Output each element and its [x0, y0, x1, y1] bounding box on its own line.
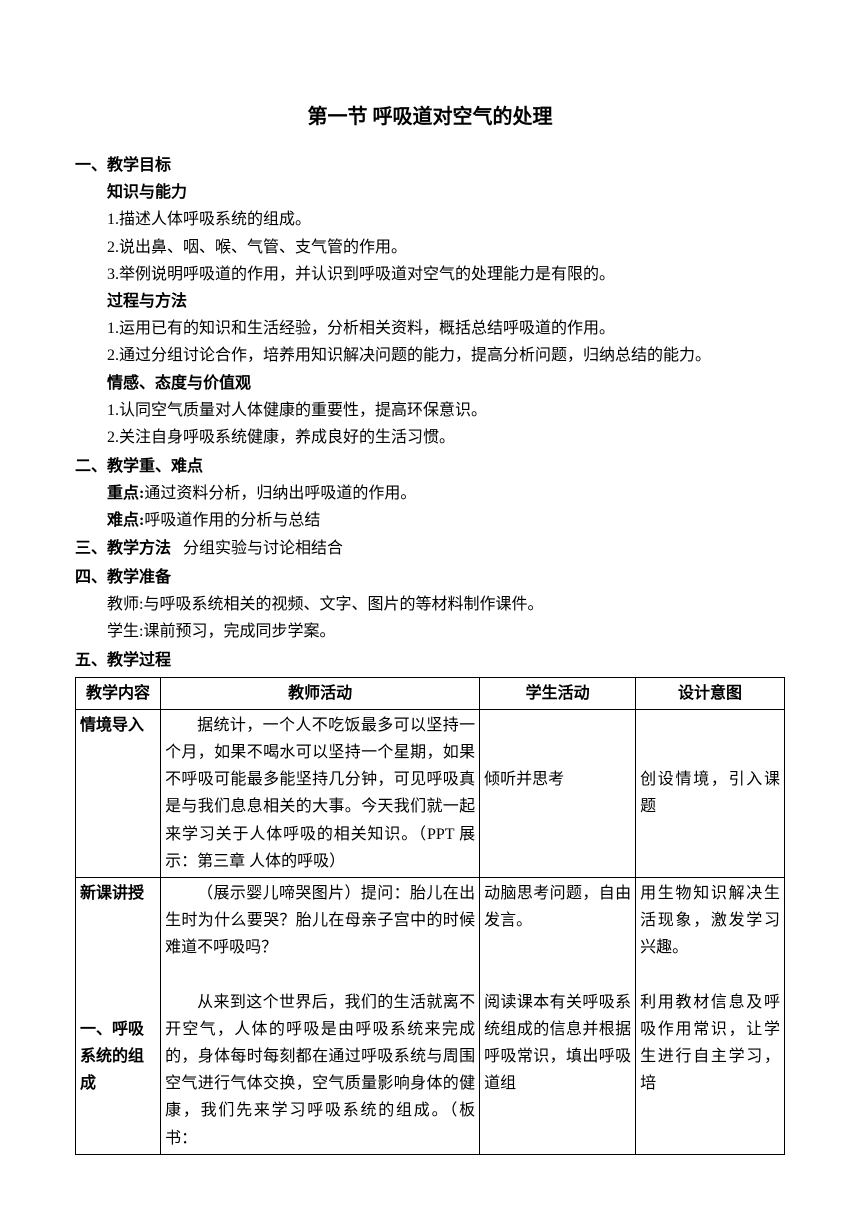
row-2-col-2: （展示婴儿啼哭图片）提问：胎儿在出生时为什么要哭？胎儿在母亲子宫中的时候难道不呼…: [161, 877, 480, 1154]
row-1-col-2: 据统计，一个人不吃饭最多可以坚持一个月，如果不喝水可以坚持一个星期，如果不呼吸可…: [161, 709, 480, 877]
table-row-2: 新课讲授 一、呼吸系统的组成 （展示婴儿啼哭图片）提问：胎儿在出生时为什么要哭？…: [76, 877, 785, 1154]
row-2-col-1-b: 一、呼吸系统的组成: [80, 1021, 144, 1092]
row-2-col-2-para-b: 从来到这个世界后，我们的生活就离不开空气，人体的呼吸是由呼吸系统来完成的，身体每…: [165, 989, 475, 1152]
row-2-col-3-b: 阅读课本有关呼吸系统组成的信息并根据呼吸常识，填出呼吸道组: [484, 994, 631, 1093]
row-2-col-3-a: 动脑思考问题，自由发言。: [484, 885, 631, 929]
row-1-col-4-text: 创设情境，引入课题: [640, 771, 780, 815]
row-1-col-2-para: 据统计，一个人不吃饭最多可以坚持一个月，如果不喝水可以坚持一个星期，如果不呼吸可…: [165, 712, 475, 875]
row-1-col-4: 创设情境，引入课题: [636, 709, 785, 877]
section-2-line-2: 难点:呼吸道作用的分析与总结: [75, 507, 785, 534]
section-4-line-1: 教师:与呼吸系统相关的视频、文字、图片的等材料制作课件。: [75, 591, 785, 618]
section-3: 三、教学方法 分组实验与讨论相结合: [75, 535, 785, 562]
row-2-col-1: 新课讲授 一、呼吸系统的组成: [76, 877, 161, 1154]
sub-1-1-item-2: 2.说出鼻、咽、喉、气管、支气管的作用。: [75, 234, 785, 261]
sub-1-3-item-1: 1.认同空气质量对人体健康的重要性，提高环保意识。: [75, 397, 785, 424]
section-3-text: 分组实验与讨论相结合: [183, 540, 343, 557]
document-title: 第一节 呼吸道对空气的处理: [75, 100, 785, 134]
section-2-heading: 二、教学重、难点: [75, 453, 785, 480]
section-5-heading: 五、教学过程: [75, 647, 785, 674]
table-row-1: 情境导入 据统计，一个人不吃饭最多可以坚持一个月，如果不喝水可以坚持一个星期，如…: [76, 709, 785, 877]
section-2-label-2: 难点:: [107, 512, 144, 529]
table-header-2: 教师活动: [161, 677, 480, 709]
row-2-col-4: 用生物知识解决生活现象，激发学习兴趣。 利用教材信息及呼吸作用常识，让学生进行自…: [636, 877, 785, 1154]
section-1-heading: 一、教学目标: [75, 152, 785, 179]
sub-1-1-item-3: 3.举例说明呼吸道的作用，并认识到呼吸道对空气的处理能力是有限的。: [75, 261, 785, 288]
row-2-col-4-a: 用生物知识解决生活现象，激发学习兴趣。: [640, 885, 780, 956]
row-1-col-3-text: 倾听并思考: [484, 771, 564, 788]
row-1-col-1: 情境导入: [76, 709, 161, 877]
sub-1-2-item-2: 2.通过分组讨论合作，培养用知识解决问题的能力，提高分析问题，归纳总结的能力。: [75, 342, 785, 369]
sub-1-3-item-2: 2.关注自身呼吸系统健康，养成良好的生活习惯。: [75, 424, 785, 451]
sub-1-2-title: 过程与方法: [75, 288, 785, 315]
table-header-4: 设计意图: [636, 677, 785, 709]
section-2-line-1: 重点:通过资料分析，归纳出呼吸道的作用。: [75, 480, 785, 507]
table-header-3: 学生活动: [480, 677, 636, 709]
sub-1-1-title: 知识与能力: [75, 179, 785, 206]
section-2-label-1: 重点:: [107, 485, 144, 502]
row-2-col-2-para-a: （展示婴儿啼哭图片）提问：胎儿在出生时为什么要哭？胎儿在母亲子宫中的时候难道不呼…: [165, 880, 475, 962]
sub-1-1-item-1: 1.描述人体呼吸系统的组成。: [75, 206, 785, 233]
table-header-row: 教学内容 教师活动 学生活动 设计意图: [76, 677, 785, 709]
row-2-col-1-a: 新课讲授: [80, 885, 144, 902]
section-4-line-2: 学生:课前预习，完成同步学案。: [75, 618, 785, 645]
teaching-process-table: 教学内容 教师活动 学生活动 设计意图 情境导入 据统计，一个人不吃饭最多可以坚…: [75, 677, 785, 1155]
section-4-heading: 四、教学准备: [75, 564, 785, 591]
table-header-1: 教学内容: [76, 677, 161, 709]
sub-1-3-title: 情感、态度与价值观: [75, 370, 785, 397]
sub-1-2-item-1: 1.运用已有的知识和生活经验，分析相关资料，概括总结呼吸道的作用。: [75, 315, 785, 342]
section-2-text-2: 呼吸道作用的分析与总结: [144, 512, 320, 529]
row-1-col-3: 倾听并思考: [480, 709, 636, 877]
row-2-col-4-b: 利用教材信息及呼吸作用常识，让学生进行自主学习，培: [640, 994, 780, 1093]
section-3-heading: 三、教学方法: [75, 540, 171, 557]
row-2-col-3: 动脑思考问题，自由发言。 阅读课本有关呼吸系统组成的信息并根据呼吸常识，填出呼吸…: [480, 877, 636, 1154]
section-2-text-1: 通过资料分析，归纳出呼吸道的作用。: [144, 485, 416, 502]
